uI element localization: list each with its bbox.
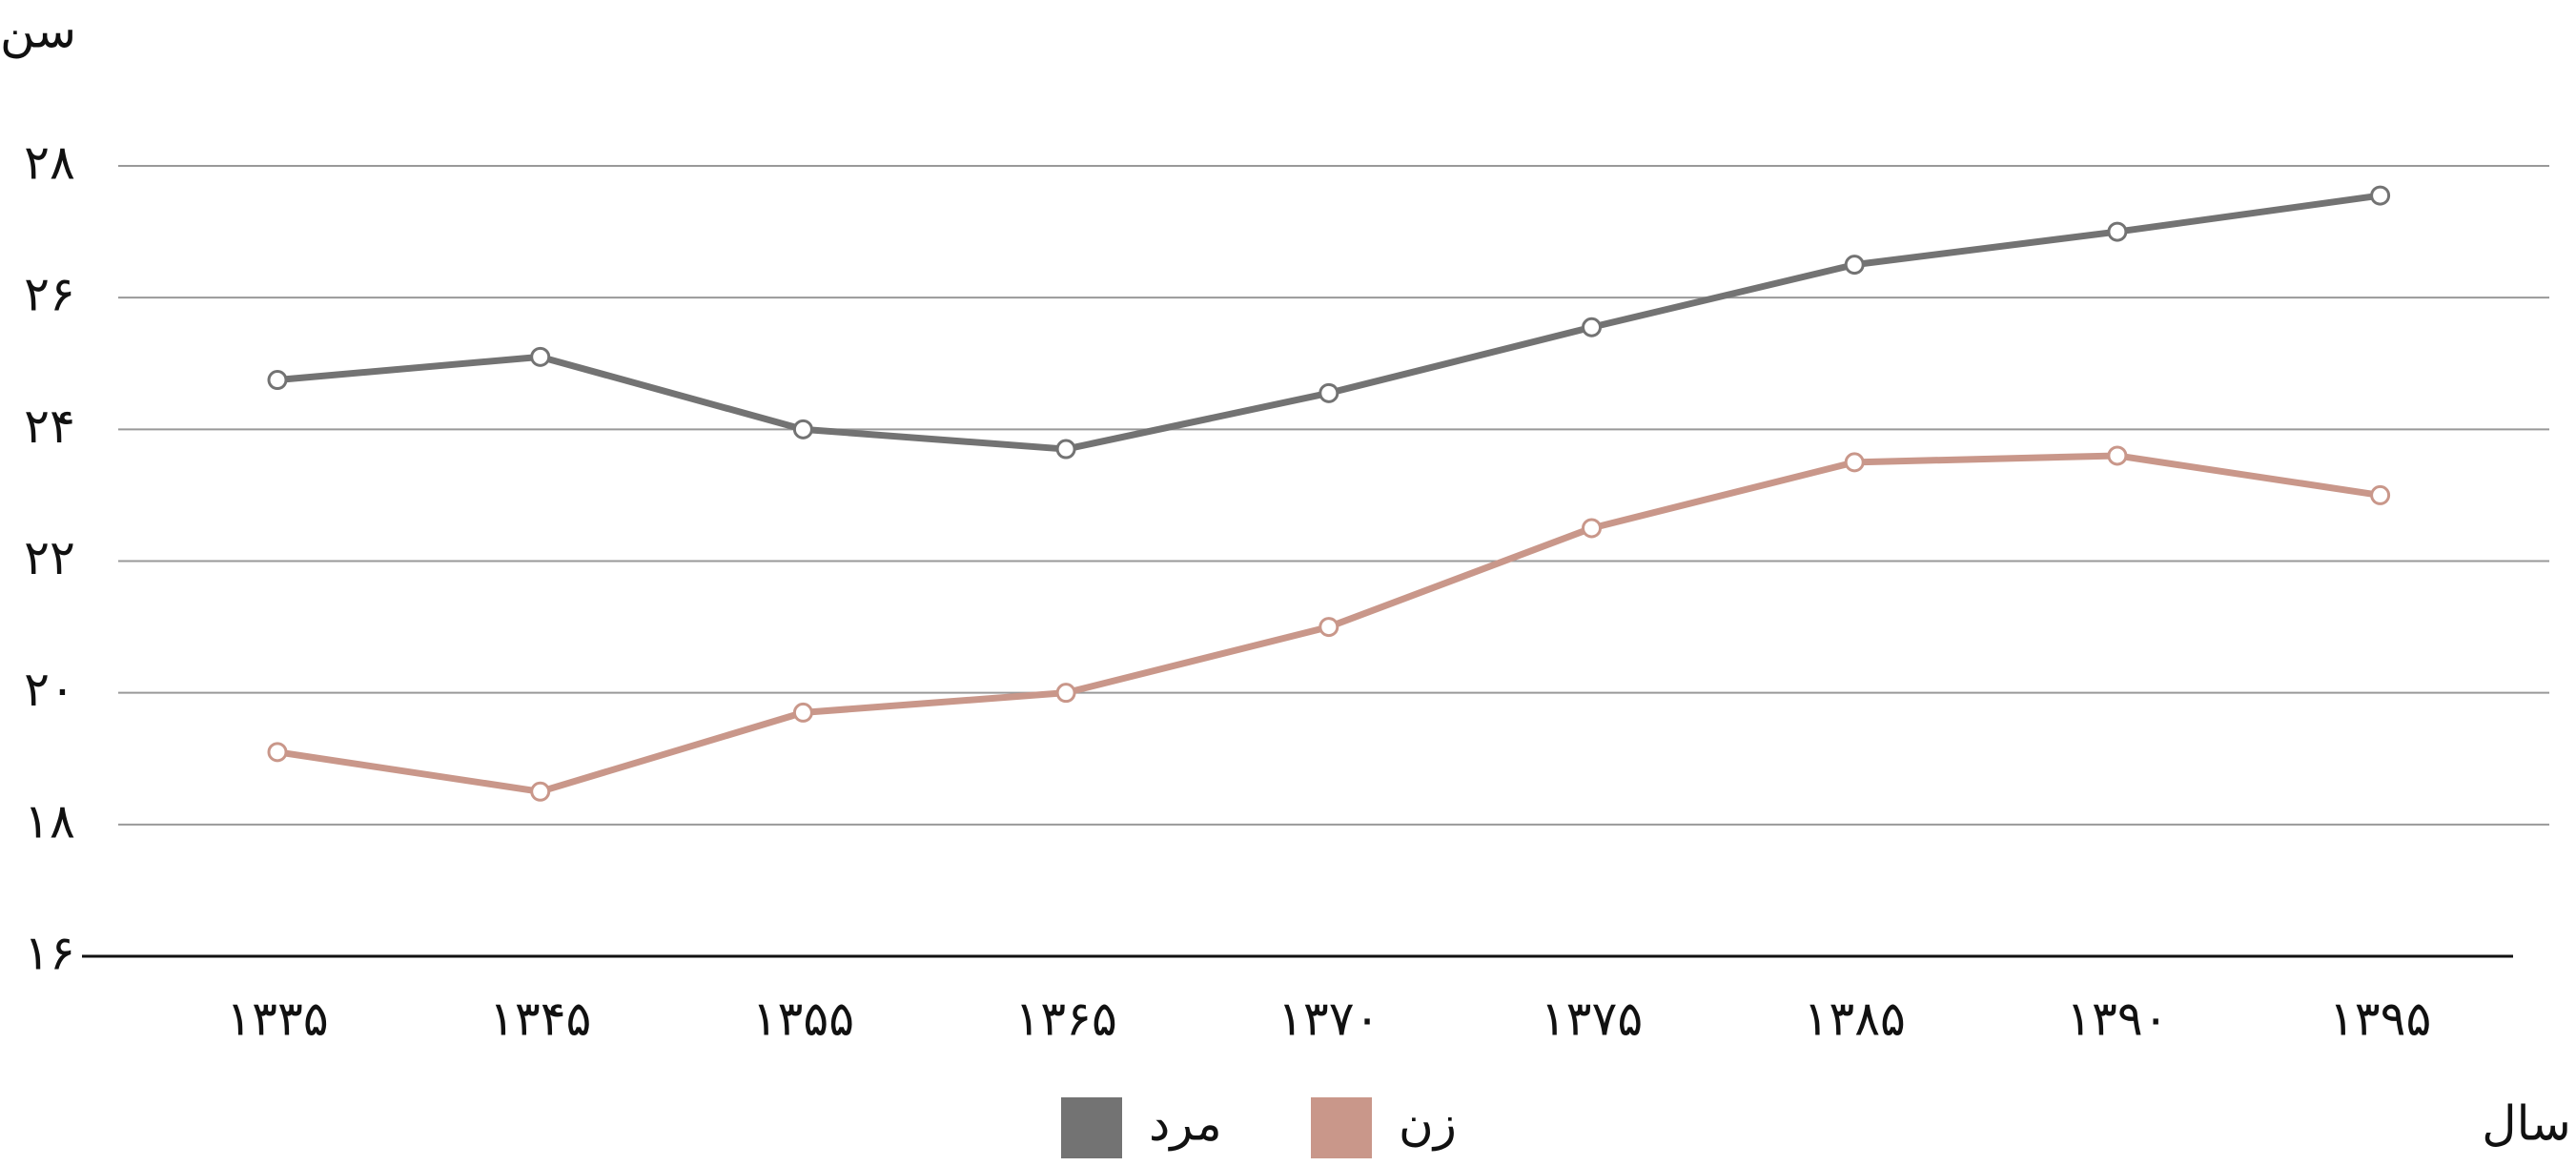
data-point	[1844, 452, 1865, 473]
x-axis-label: سال	[2482, 1096, 2570, 1152]
y-tick-label: ۲۸	[24, 135, 75, 191]
legend-swatch	[1061, 1097, 1122, 1158]
x-tick-label: ۱۳۸۵	[1803, 992, 1905, 1047]
data-point	[1844, 255, 1865, 276]
x-tick-label: ۱۳۹۵	[2329, 992, 2431, 1047]
data-point	[2370, 484, 2391, 505]
data-point	[1055, 683, 1076, 704]
data-point	[792, 419, 813, 440]
x-tick-label: ۱۳۵۵	[752, 992, 854, 1047]
x-tick-label: ۱۳۳۵	[226, 992, 328, 1047]
y-tick-label: ۲۲	[24, 530, 75, 585]
series-line	[276, 192, 2382, 453]
data-point	[1319, 382, 1339, 403]
data-point	[1582, 317, 1602, 338]
legend-swatch	[1311, 1097, 1372, 1158]
data-point	[1055, 439, 1076, 460]
data-point	[1582, 518, 1602, 539]
data-point	[2107, 221, 2128, 242]
x-tick-label: ۱۳۷۰	[1278, 992, 1380, 1047]
legend-label: زن	[1399, 1096, 1457, 1152]
y-axis-label: سن	[0, 4, 76, 59]
data-point	[530, 346, 551, 367]
data-point	[267, 742, 288, 763]
data-point	[2107, 445, 2128, 466]
x-tick-label: ۱۳۷۵	[1541, 992, 1643, 1047]
data-point	[2370, 185, 2391, 206]
y-tick-label: ۲۶	[24, 267, 75, 322]
data-point	[530, 781, 551, 802]
y-tick-label: ۲۴	[24, 399, 75, 454]
x-tick-label: ۱۳۶۵	[1014, 992, 1116, 1047]
data-point	[267, 370, 288, 391]
legend-label: مرد	[1149, 1096, 1222, 1152]
data-point	[1319, 617, 1339, 638]
data-point	[792, 702, 813, 723]
y-tick-label: ۲۰	[24, 662, 75, 717]
y-tick-label: ۱۸	[24, 793, 75, 849]
y-tick-label: ۱۶	[24, 926, 75, 981]
x-tick-label: ۱۳۹۰	[2066, 992, 2168, 1047]
x-tick-label: ۱۳۴۵	[489, 992, 591, 1047]
